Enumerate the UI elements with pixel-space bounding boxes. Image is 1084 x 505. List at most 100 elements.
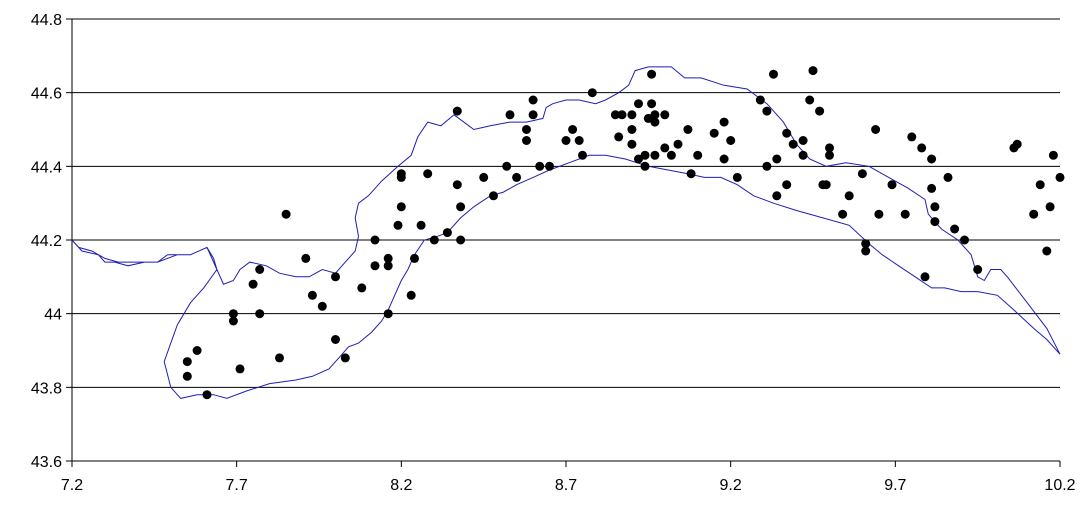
data-point xyxy=(755,95,765,105)
data-point xyxy=(489,191,498,201)
data-point xyxy=(647,69,657,79)
data-point xyxy=(255,265,265,274)
data-point xyxy=(650,150,660,160)
data-point xyxy=(871,125,881,134)
data-point xyxy=(301,253,311,263)
data-point xyxy=(647,99,657,109)
data-point xyxy=(683,125,693,134)
data-point xyxy=(808,66,818,76)
data-point xyxy=(1055,172,1065,182)
data-point xyxy=(805,95,815,105)
data-point xyxy=(782,128,792,138)
data-point xyxy=(535,161,545,171)
data-point xyxy=(228,309,238,319)
data-point xyxy=(406,290,416,300)
data-point xyxy=(456,202,466,212)
data-point xyxy=(627,125,637,134)
data-point xyxy=(673,139,683,149)
data-point xyxy=(640,150,650,160)
data-point xyxy=(456,235,466,245)
data-point xyxy=(907,132,917,142)
data-point xyxy=(930,202,940,212)
data-point xyxy=(383,309,393,319)
data-point xyxy=(861,239,871,249)
data-point xyxy=(587,88,597,98)
data-point xyxy=(686,169,696,179)
data-point xyxy=(505,110,515,120)
data-point xyxy=(370,235,380,245)
y-tick-label: 44.8 xyxy=(31,12,62,29)
region-outline xyxy=(71,66,1061,399)
data-point xyxy=(798,150,808,160)
data-point xyxy=(396,169,406,179)
data-point xyxy=(528,95,538,105)
data-point xyxy=(307,290,317,300)
data-point xyxy=(861,246,871,256)
data-point xyxy=(610,110,620,120)
data-point xyxy=(528,110,538,120)
data-point xyxy=(927,183,937,193)
data-point xyxy=(960,235,969,245)
data-point xyxy=(917,143,927,153)
data-point xyxy=(930,217,940,227)
data-point xyxy=(927,154,937,164)
data-point xyxy=(574,136,584,145)
data-point xyxy=(782,180,792,190)
data-point xyxy=(182,371,192,381)
data-point xyxy=(838,209,848,219)
x-tick-label: 9.7 xyxy=(884,477,906,494)
data-point xyxy=(614,132,624,142)
data-point xyxy=(693,150,703,160)
data-point xyxy=(522,136,531,145)
data-point xyxy=(383,261,393,271)
x-tick-label: 10.2 xyxy=(1044,477,1075,494)
data-point xyxy=(815,106,825,116)
data-points xyxy=(182,66,1065,400)
data-point xyxy=(650,117,660,127)
data-point xyxy=(950,224,960,234)
data-point xyxy=(857,169,867,179)
data-point xyxy=(1045,202,1055,212)
data-point xyxy=(578,150,587,160)
data-point xyxy=(452,180,462,190)
data-point xyxy=(452,106,462,116)
data-point xyxy=(887,180,897,190)
y-tick-label: 43.8 xyxy=(31,380,62,397)
data-point xyxy=(920,272,930,282)
data-point xyxy=(666,150,676,160)
data-point xyxy=(393,220,403,230)
y-tick-label: 44.6 xyxy=(31,86,62,103)
data-point xyxy=(192,346,202,355)
grid-lines xyxy=(72,18,1060,462)
data-point xyxy=(479,172,489,182)
data-point xyxy=(182,357,192,367)
data-point xyxy=(522,125,531,134)
data-point xyxy=(235,364,245,374)
data-point xyxy=(429,235,439,245)
x-tick-label: 7.2 xyxy=(61,477,83,494)
data-point xyxy=(228,316,238,326)
data-point xyxy=(255,309,265,319)
data-point xyxy=(202,390,212,400)
data-point xyxy=(275,353,284,363)
data-point xyxy=(634,99,643,109)
y-tick-label: 44 xyxy=(44,307,62,324)
data-point xyxy=(627,139,637,149)
x-tick-label: 8.2 xyxy=(390,477,412,494)
data-point xyxy=(357,283,367,293)
data-point xyxy=(502,161,512,171)
data-point xyxy=(512,172,522,182)
data-point xyxy=(660,110,670,120)
y-tick-label: 44.2 xyxy=(31,233,62,250)
data-point xyxy=(772,191,782,201)
data-point xyxy=(821,180,831,190)
data-point xyxy=(568,125,578,134)
data-point xyxy=(396,202,406,212)
tick-labels: 44.8 44.6 44.4 44.2 44 43.8 43.6 7.2 7.7 8.2 8.7 9.… xyxy=(31,12,1076,494)
data-point xyxy=(719,117,729,127)
data-point xyxy=(416,220,426,230)
data-point xyxy=(798,136,808,145)
x-tick-label: 8.7 xyxy=(555,477,577,494)
data-point xyxy=(331,335,340,344)
